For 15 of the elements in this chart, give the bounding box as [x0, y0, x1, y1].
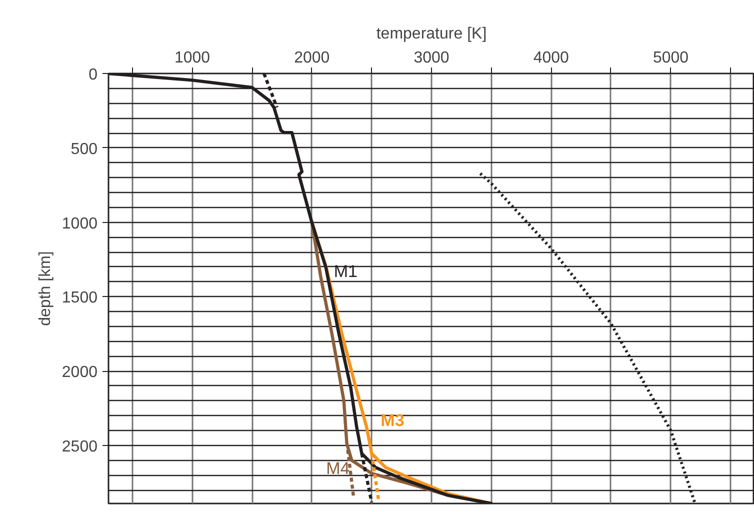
x-tick-label: 3000 — [414, 50, 450, 66]
x-tick-label: 5000 — [652, 50, 689, 66]
y-tick-label: 500 — [70, 140, 98, 158]
y-tick-label: 1000 — [62, 215, 98, 232]
y-tick-label: 0 — [88, 66, 98, 84]
y-tick-label: 2000 — [62, 364, 98, 382]
y-axis-title: depth [km] — [36, 251, 54, 326]
y-tick-label: 1500 — [62, 290, 98, 307]
x-tick-label: 2000 — [294, 50, 330, 66]
y-tick-label: 2500 — [62, 438, 98, 456]
x-axis-title: temperature [K] — [376, 26, 487, 42]
x-tick-label: 1000 — [174, 50, 210, 66]
x-tick-label: 4000 — [533, 50, 570, 66]
series-label: M4 — [326, 458, 350, 478]
series-label: M3 — [380, 410, 404, 430]
